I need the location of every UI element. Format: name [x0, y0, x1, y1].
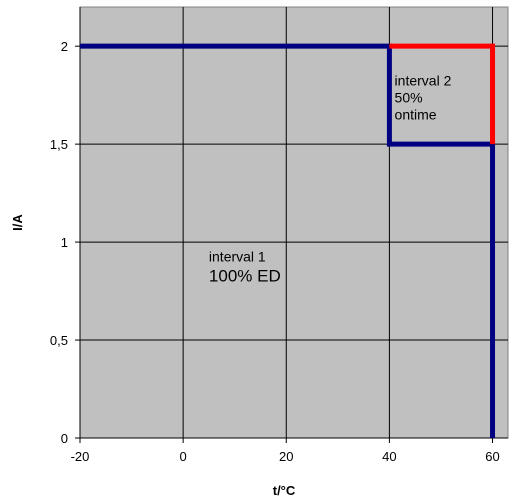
x-tick-label: 0: [180, 449, 187, 464]
y-tick-label: 2: [61, 39, 68, 54]
annotation-text: ontime: [395, 106, 437, 122]
series-layer: [80, 43, 496, 438]
annotation-text: interval 1: [209, 249, 266, 265]
annotation-text: 100% ED: [209, 267, 281, 286]
annotations: interval 1 100% ED interval 250%ontime: [209, 72, 452, 285]
y-tick-label: 0,5: [50, 333, 68, 348]
series-line-1: [80, 43, 496, 438]
x-tick-label: 40: [382, 449, 396, 464]
y-tick-label: 1: [61, 235, 68, 250]
series-line-2: [389, 43, 496, 145]
y-tick-label: 0: [61, 431, 68, 446]
x-tick-label: 60: [485, 449, 499, 464]
x-tick-label: -20: [71, 449, 90, 464]
annotation-text: 50%: [395, 89, 423, 105]
x-tick-label: 20: [279, 449, 293, 464]
x-axis-title: t/°C: [273, 483, 296, 498]
plot-area: [79, 6, 509, 439]
y-axis-title: I/A: [10, 214, 25, 231]
y-tick-label: 1,5: [50, 137, 68, 152]
annotation-text: interval 2: [395, 72, 452, 88]
